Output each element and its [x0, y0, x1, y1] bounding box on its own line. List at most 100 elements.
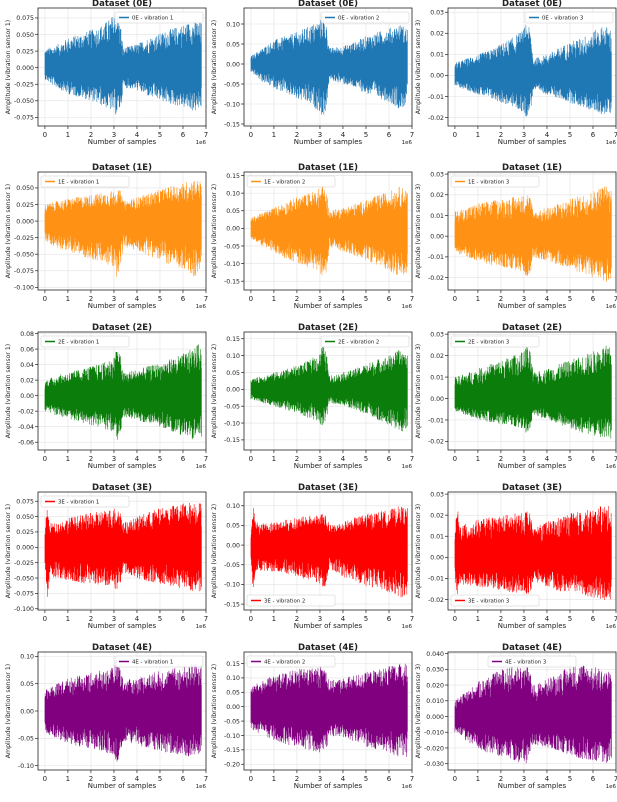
legend: 2E - vibration 3	[450, 335, 540, 348]
y-tick-label: -0.025	[14, 235, 34, 242]
y-tick-label: -0.02	[428, 439, 444, 446]
y-tick-label: 0.10	[226, 675, 240, 682]
y-axis-label: Amplitude (vibration sensor 1)	[5, 344, 12, 438]
signal-series	[454, 665, 612, 764]
chart-title: Dataset (4E)	[502, 643, 562, 653]
y-tick-label: 0.05	[226, 523, 240, 530]
x-tick-label: 2	[89, 775, 93, 783]
x-tick-label: 7	[614, 295, 617, 303]
x-tick-label: 0	[453, 775, 457, 783]
y-tick-label: 0.03	[430, 331, 444, 338]
y-tick-label: 0.00	[430, 233, 444, 240]
x-tick-label: 1	[476, 131, 480, 139]
y-tick-label: -0.02	[18, 408, 34, 415]
x-offset-label: 1e6	[606, 140, 617, 146]
x-tick-label: 0	[43, 615, 47, 623]
y-tick-label: 0.00	[430, 555, 444, 562]
legend-box	[40, 175, 130, 188]
axes-frame	[447, 651, 617, 771]
chart-title: Dataset (1E)	[92, 163, 152, 173]
x-axis-label: Number of samples	[498, 622, 567, 630]
legend-box	[246, 594, 336, 607]
legend: 1E - vibration 3	[450, 175, 540, 188]
x-offset-label: 1e6	[402, 624, 413, 630]
y-tick-label: -0.01	[428, 94, 444, 101]
signal-series	[454, 345, 612, 439]
x-tick-label: 2	[499, 131, 503, 139]
x-tick-label: 4	[135, 615, 140, 623]
legend-label: 1E - vibration 1	[58, 180, 99, 186]
signal-series	[44, 660, 202, 762]
x-tick-label: 7	[410, 131, 414, 139]
signal-series	[250, 17, 408, 115]
chart-title: Dataset (0E)	[92, 0, 152, 9]
x-tick-label: 0	[453, 131, 457, 139]
x-tick-label: 4	[545, 295, 550, 303]
axes-frame	[37, 7, 207, 127]
x-tick-label: 5	[568, 455, 572, 463]
y-axis-label: Amplitude (vibration sensor 2)	[211, 664, 218, 758]
legend-label: 2E - vibration 2	[338, 340, 379, 346]
x-axis-label: Number of samples	[294, 622, 363, 630]
y-tick-label: 0.000	[16, 65, 34, 72]
x-tick-label: 5	[568, 131, 572, 139]
legend-label: 3E - vibration 2	[264, 599, 305, 605]
y-tick-label: 0.02	[430, 512, 444, 519]
y-tick-label: 0.075	[16, 499, 34, 506]
signal-series	[44, 16, 202, 115]
x-tick-label: 3	[112, 455, 116, 463]
y-tick-label: -0.10	[224, 582, 240, 589]
legend-box	[114, 655, 204, 668]
axes-frame	[243, 331, 413, 451]
legend: 3E - vibration 3	[450, 594, 540, 607]
x-tick-label: 6	[591, 775, 596, 783]
x-tick-label: 3	[112, 295, 116, 303]
legend-box	[246, 175, 336, 188]
signal-trace	[250, 506, 408, 598]
legend-box	[246, 655, 336, 668]
y-tick-label: 0.00	[20, 708, 34, 715]
x-tick-label: 2	[499, 775, 503, 783]
y-tick-label: -0.075	[14, 268, 34, 275]
signal-trace	[250, 663, 408, 757]
y-tick-label: -0.02	[428, 275, 444, 282]
legend: 2E - vibration 2	[320, 335, 410, 348]
x-tick-label: 1	[272, 775, 276, 783]
legend-label: 0E - vibration 2	[338, 16, 379, 22]
x-tick-label: 2	[499, 455, 503, 463]
legend-label: 1E - vibration 3	[468, 180, 509, 186]
chart-title: Dataset (1E)	[298, 163, 358, 173]
y-tick-label: -0.10	[18, 763, 34, 770]
y-tick-label: -0.100	[14, 606, 34, 613]
y-tick-label: -0.15	[224, 121, 240, 128]
y-tick-label: 0.06	[20, 346, 34, 353]
x-tick-label: 2	[89, 295, 93, 303]
legend-box	[487, 655, 577, 668]
y-tick-label: 0.020	[426, 682, 444, 689]
y-tick-label: 0.05	[226, 370, 240, 377]
x-tick-label: 5	[158, 455, 162, 463]
x-tick-label: 2	[295, 131, 299, 139]
y-tick-label: 0.10	[226, 190, 240, 197]
x-tick-label: 2	[89, 615, 93, 623]
x-tick-label: 4	[135, 455, 140, 463]
x-tick-label: 1	[272, 615, 276, 623]
signal-series	[454, 505, 612, 601]
legend-box	[40, 495, 130, 508]
y-tick-label: 0.050	[16, 185, 34, 192]
y-tick-label: 0.040	[426, 651, 444, 658]
x-tick-label: 6	[591, 615, 596, 623]
axes-frame	[447, 331, 617, 451]
legend-box	[320, 335, 410, 348]
axes-frame	[447, 171, 617, 291]
y-axis-label: Amplitude (vibration sensor 1)	[5, 504, 12, 598]
signal-trace	[44, 181, 202, 277]
x-tick-label: 0	[43, 131, 47, 139]
x-tick-label: 4	[545, 615, 550, 623]
y-tick-label: 0.02	[430, 353, 444, 360]
legend-label: 0E - vibration 3	[542, 16, 583, 22]
x-tick-label: 0	[43, 295, 47, 303]
x-tick-label: 5	[568, 615, 572, 623]
y-axis-label: Amplitude (vibration sensor 3)	[415, 664, 422, 758]
